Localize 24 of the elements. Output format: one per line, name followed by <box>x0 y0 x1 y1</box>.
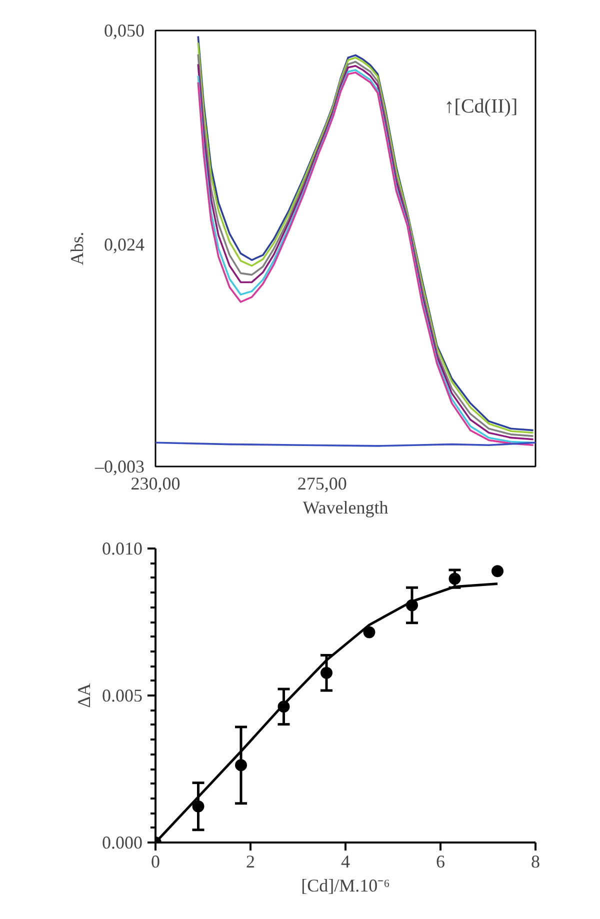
y-tick-label: –0,003 <box>94 456 144 476</box>
x-tick-label: 6 <box>436 852 445 872</box>
x-tick-label: 4 <box>341 852 350 872</box>
x-axis-title: [Cd]/M.10⁻⁶ <box>301 876 390 896</box>
point <box>320 666 332 679</box>
x-tick-label: 275,00 <box>297 474 347 494</box>
point <box>492 565 504 578</box>
point <box>235 759 247 772</box>
annotation: ↑[Cd(II)] <box>444 96 518 118</box>
point <box>192 800 204 812</box>
x-axis-title: Wavelength <box>302 498 388 518</box>
x-tick-label: 2 <box>246 852 255 872</box>
y-tick-label: 0.010 <box>102 538 142 558</box>
y-tick-label: 0,024 <box>104 234 144 254</box>
y-tick-label: 0,050 <box>104 20 144 40</box>
x-tick-label: 0 <box>151 852 160 872</box>
y-tick-label: 0.005 <box>102 686 142 706</box>
x-tick-label: 8 <box>531 852 540 872</box>
x-tick-label: 230,00 <box>130 474 180 494</box>
point <box>363 626 376 638</box>
point <box>448 572 461 585</box>
y-tick-label: 0.000 <box>102 832 142 852</box>
y-axis-title: ΔA <box>74 683 94 708</box>
y-axis-title: Abs. <box>67 232 87 266</box>
